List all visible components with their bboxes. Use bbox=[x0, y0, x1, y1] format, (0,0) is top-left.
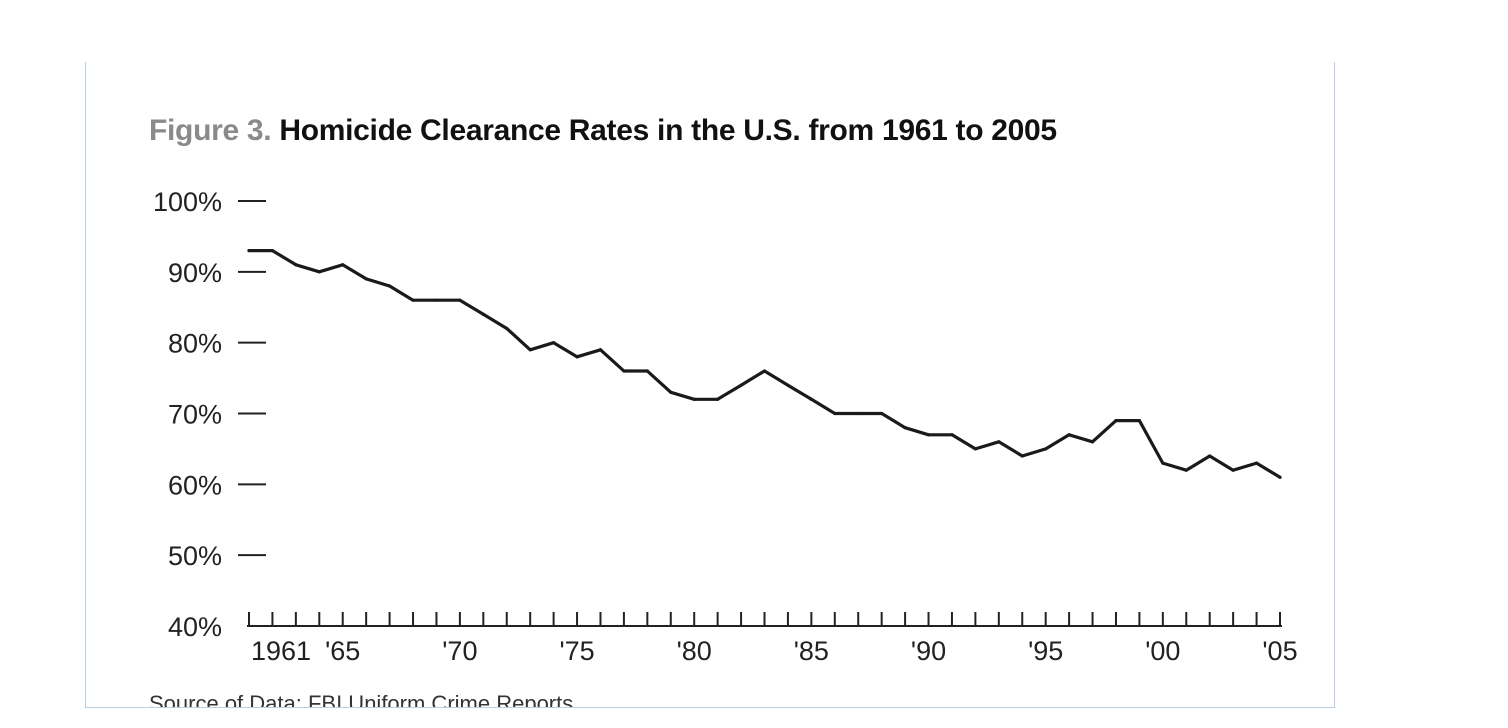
data-point bbox=[926, 433, 931, 437]
data-point bbox=[622, 369, 626, 373]
data-point bbox=[1067, 433, 1071, 437]
data-point bbox=[247, 248, 251, 253]
data-point bbox=[716, 397, 720, 401]
data-point bbox=[692, 397, 696, 401]
data-point bbox=[1231, 468, 1235, 472]
data-point bbox=[434, 298, 439, 302]
x-tick-label: '65 bbox=[325, 636, 360, 666]
figure-title: Figure 3. Homicide Clearance Rates in th… bbox=[149, 114, 1057, 148]
data-point bbox=[1184, 468, 1188, 472]
data-point bbox=[809, 397, 813, 401]
data-point bbox=[1114, 418, 1118, 423]
data-point bbox=[528, 348, 532, 352]
data-point bbox=[762, 369, 767, 373]
data-point bbox=[833, 411, 837, 416]
y-tick-label: 70% bbox=[168, 400, 222, 430]
data-point bbox=[270, 248, 275, 253]
data-point bbox=[1208, 454, 1212, 458]
data-point bbox=[1044, 447, 1048, 451]
x-tick-label: '70 bbox=[442, 636, 477, 666]
x-tick-label: '85 bbox=[794, 636, 829, 666]
y-tick-label: 90% bbox=[168, 258, 222, 288]
data-point bbox=[458, 298, 462, 302]
y-tick-label: 100% bbox=[153, 187, 222, 217]
data-point bbox=[1254, 461, 1259, 465]
data-point bbox=[856, 411, 860, 416]
data-point bbox=[1161, 461, 1165, 465]
data-point bbox=[1137, 418, 1142, 423]
data-point bbox=[786, 383, 790, 387]
data-point bbox=[481, 312, 485, 316]
x-tick-label: '80 bbox=[677, 636, 712, 666]
source-note: Source of Data: FBI Uniform Crime Report… bbox=[149, 691, 574, 708]
line-chart: 100% 90% 80% 70% 60% 50% 40% 1961 '65 '70 '75 '80 '8… bbox=[153, 187, 1298, 666]
x-tick-label: '90 bbox=[911, 636, 946, 666]
data-point bbox=[645, 369, 649, 373]
data-point bbox=[552, 341, 556, 345]
data-point bbox=[669, 390, 673, 394]
data-point bbox=[950, 433, 954, 437]
series-line bbox=[247, 249, 1282, 479]
y-tick-label: 60% bbox=[168, 470, 222, 500]
x-tick-label: '00 bbox=[1145, 636, 1180, 666]
data-point bbox=[1090, 440, 1095, 444]
figure-label: Figure 3. bbox=[149, 114, 272, 147]
data-point bbox=[364, 277, 368, 281]
y-tick-label: 50% bbox=[168, 541, 222, 571]
data-point bbox=[411, 298, 415, 302]
data-point bbox=[1278, 475, 1282, 479]
data-point bbox=[294, 263, 298, 267]
figure-title-text: Homicide Clearance Rates in the U.S. fro… bbox=[279, 114, 1057, 147]
data-point bbox=[387, 284, 392, 288]
y-tick-label: 40% bbox=[168, 612, 222, 642]
x-tick-label: '95 bbox=[1028, 636, 1063, 666]
x-tick-label: '05 bbox=[1262, 636, 1297, 666]
x-tick-label: '75 bbox=[559, 636, 594, 666]
data-point bbox=[973, 447, 977, 451]
y-tick-label: 80% bbox=[168, 329, 222, 359]
x-tick-label: 1961 bbox=[251, 636, 311, 666]
data-point bbox=[505, 326, 509, 331]
data-point bbox=[903, 426, 907, 430]
data-point bbox=[598, 348, 603, 352]
figure-frame: Figure 3. Homicide Clearance Rates in th… bbox=[85, 62, 1335, 708]
data-point bbox=[1020, 454, 1024, 458]
data-point bbox=[739, 383, 743, 387]
data-point bbox=[341, 263, 345, 267]
data-point bbox=[880, 411, 884, 416]
data-point bbox=[997, 440, 1001, 444]
data-point bbox=[317, 270, 321, 274]
data-point bbox=[575, 355, 579, 359]
